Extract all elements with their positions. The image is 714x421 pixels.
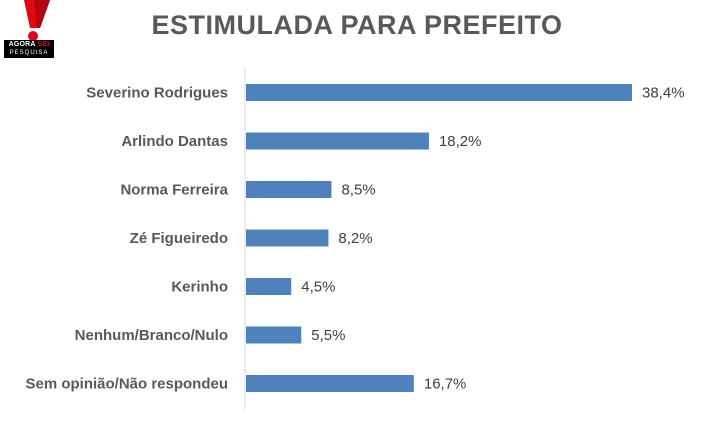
category-label: Norma Ferreira — [120, 182, 228, 199]
bar — [246, 84, 632, 101]
exclamation-logo-icon — [24, 0, 50, 41]
bar — [246, 326, 302, 344]
agora-sei-logo: AGORA SEI PESQUISA — [4, 0, 54, 58]
logo-word-pesquisa: PESQUISA — [9, 50, 49, 56]
logo-word-agora: AGORA — [8, 41, 36, 48]
value-label: 16,7% — [424, 376, 467, 393]
bar — [246, 278, 292, 295]
value-label: 4,5% — [301, 279, 335, 296]
value-label: 8,2% — [338, 230, 372, 247]
logo-text: AGORA SEI PESQUISA — [4, 40, 54, 58]
value-label: 8,5% — [341, 182, 375, 199]
category-label: Kerinho — [171, 279, 228, 296]
value-label: 18,2% — [439, 133, 482, 150]
bar — [246, 375, 414, 392]
value-label: 5,5% — [311, 327, 345, 344]
category-label: Zé Figueiredo — [130, 230, 228, 247]
logo-word-sei: SEI — [37, 41, 50, 48]
bar — [246, 229, 329, 247]
category-label: Arlindo Dantas — [121, 133, 228, 150]
chart-title: ESTIMULADA PARA PREFEITO — [151, 10, 563, 40]
bar — [246, 181, 332, 198]
category-label: Nenhum/Branco/Nulo — [75, 327, 228, 344]
logo-line1: AGORA SEI — [4, 40, 54, 49]
value-label: 38,4% — [642, 85, 685, 102]
bar — [246, 132, 429, 150]
category-label: Severino Rodrigues — [86, 85, 228, 102]
category-label: Sem opinião/Não respondeu — [25, 376, 228, 393]
